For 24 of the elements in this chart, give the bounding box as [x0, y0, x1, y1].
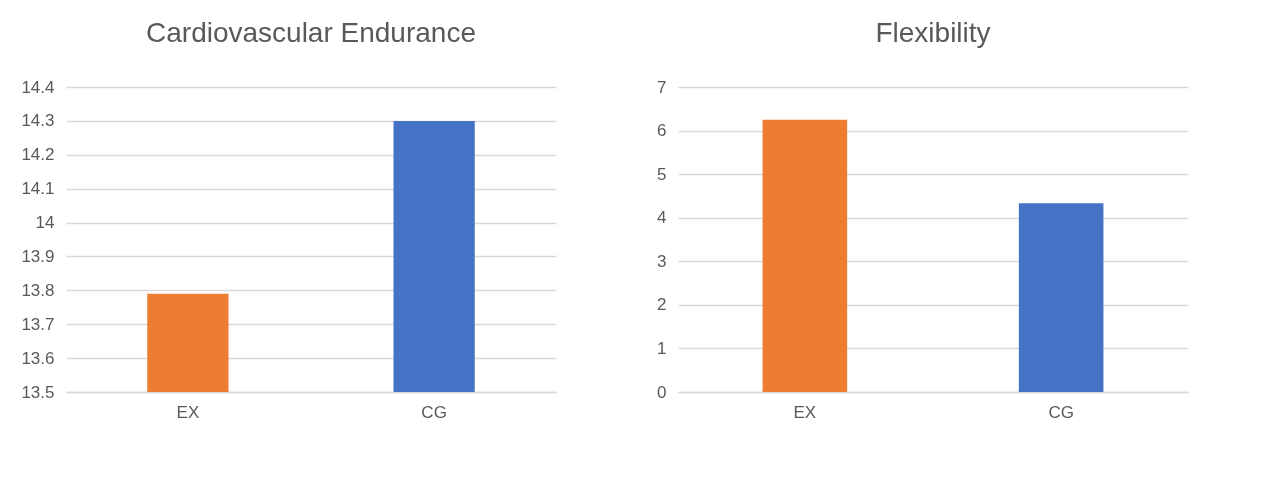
y-tick-label: 0 — [657, 382, 667, 402]
y-tick-label: 14.4 — [21, 77, 55, 97]
y-tick-label: 7 — [657, 77, 667, 97]
y-tick-label: 6 — [657, 121, 667, 141]
x-tick-label: EX — [793, 402, 817, 422]
chart-title: Flexibility — [875, 17, 991, 48]
y-tick-label: 14.2 — [21, 145, 55, 165]
y-tick-label: 4 — [657, 208, 667, 228]
y-tick-label: 14 — [35, 213, 55, 233]
y-tick-label: 13.6 — [21, 348, 55, 368]
y-tick-label: 14.1 — [21, 179, 55, 199]
x-tick-label: EX — [176, 402, 200, 422]
chart-title: Cardiovascular Endurance — [146, 17, 476, 48]
y-tick-label: 5 — [657, 164, 667, 184]
x-tick-label: CG — [1048, 402, 1074, 422]
x-tick-label: CG — [421, 402, 447, 422]
y-tick-label: 3 — [657, 251, 667, 271]
y-tick-label: 13.5 — [21, 382, 55, 402]
y-tick-label: 1 — [657, 338, 667, 358]
y-tick-label: 13.9 — [21, 246, 55, 266]
y-tick-label: 14.3 — [21, 111, 55, 131]
y-tick-label: 2 — [657, 295, 667, 315]
y-tick-label: 13.7 — [21, 314, 55, 334]
y-tick-label: 13.8 — [21, 280, 55, 300]
